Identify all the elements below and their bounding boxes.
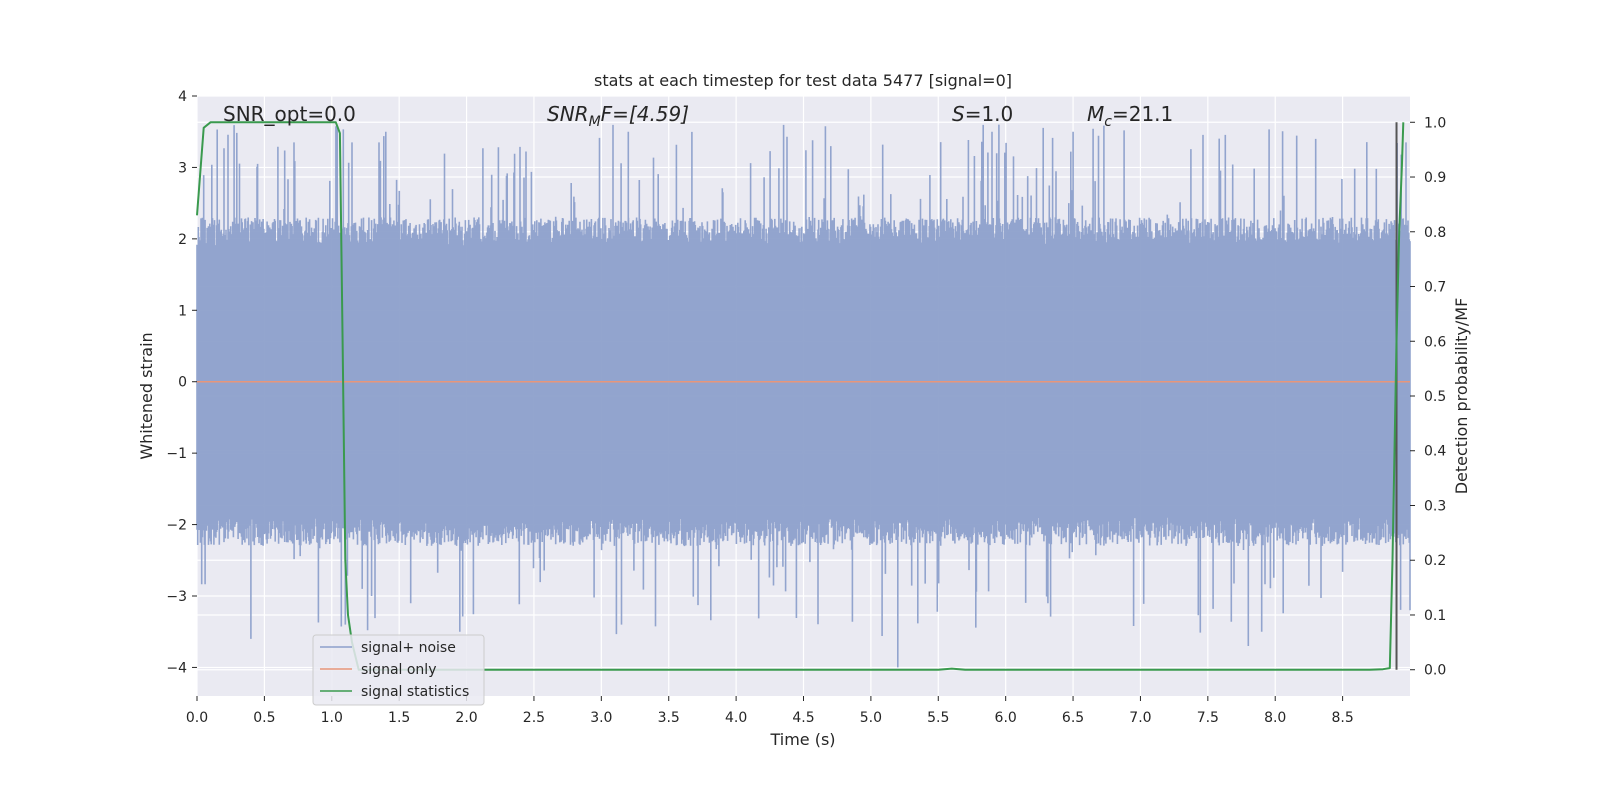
annotation-snr-mf-sub: M — [589, 114, 601, 130]
y2-tick-label: 0.4 — [1424, 444, 1446, 460]
annotation-s-label: S — [952, 102, 965, 126]
y2-tick-label: 0.2 — [1424, 553, 1446, 569]
annotation-snr-mf-rest: F=[4.59] — [601, 102, 689, 126]
y2-axis-ticks: 1.0 0.9 0.8 0.7 0.6 0.5 0.4 0.3 0.2 0.1 0.0 — [1410, 115, 1446, 679]
y2-tick-label: 0.9 — [1424, 170, 1446, 186]
annotation-mc-label: M — [1087, 102, 1104, 126]
y-tick-label: 1 — [178, 303, 187, 319]
y2-tick-label: 0.6 — [1424, 334, 1446, 350]
legend-box — [312, 634, 485, 706]
y-axis-ticks: 4 3 2 1 0 −1 −2 −3 −4 — [166, 89, 197, 676]
legend-label-signal-statistics: signal statistics — [361, 684, 469, 700]
annotation-snr-opt: SNR_opt=0.0 — [223, 102, 356, 126]
y-axis-label: Whitened strain — [137, 332, 156, 459]
x-tick-label: 4.0 — [725, 710, 747, 726]
x-tick-label: 1.0 — [321, 710, 343, 726]
legend-label-signal-only: signal only — [361, 662, 436, 678]
y2-axis-label: Detection probability/MF — [1452, 298, 1471, 495]
x-axis-ticks: 0.0 0.5 1.0 1.5 2.0 2.5 3.0 3.5 4.0 4.5 5.0 5.5 6.0 6… — [186, 696, 1354, 726]
y2-tick-label: 0.8 — [1424, 225, 1446, 241]
x-tick-label: 5.0 — [860, 710, 882, 726]
y-tick-label: −3 — [166, 589, 187, 605]
annotation-mc: Mc=21.1 — [1087, 102, 1173, 130]
x-axis-label: Time (s) — [769, 730, 835, 749]
x-tick-label: 1.5 — [388, 710, 410, 726]
x-tick-label: 6.0 — [995, 710, 1017, 726]
annotation-s: S=1.0 — [952, 102, 1013, 126]
annotation-mc-rest: =21.1 — [1112, 102, 1173, 126]
x-tick-label: 2.5 — [523, 710, 545, 726]
y2-tick-label: 0.7 — [1424, 280, 1446, 296]
annotation-s-rest: =1.0 — [965, 102, 1014, 126]
annotation-snr-mf: SNRMF=[4.59] — [547, 102, 689, 130]
x-tick-label: 5.5 — [927, 710, 949, 726]
y-tick-label: −4 — [166, 660, 187, 676]
y-tick-label: −1 — [166, 446, 187, 462]
y2-tick-label: 0.5 — [1424, 389, 1446, 405]
legend: signal+ noise signal only signal statist… — [312, 634, 485, 706]
y-tick-label: −2 — [166, 518, 187, 534]
x-tick-label: 0.0 — [186, 710, 208, 726]
annotation-mc-sub: c — [1104, 114, 1112, 130]
y2-tick-label: 1.0 — [1424, 115, 1446, 131]
y2-tick-label: 0.0 — [1424, 663, 1446, 679]
x-tick-label: 7.0 — [1129, 710, 1151, 726]
y-tick-label: 4 — [178, 89, 187, 105]
y2-tick-label: 0.1 — [1424, 608, 1446, 624]
x-tick-label: 7.5 — [1197, 710, 1219, 726]
x-tick-label: 8.5 — [1331, 710, 1353, 726]
x-tick-label: 8.0 — [1264, 710, 1286, 726]
y-tick-label: 3 — [178, 160, 187, 176]
annotation-snr-mf-label: SNR — [547, 102, 589, 126]
chart-title: stats at each timestep for test data 547… — [594, 71, 1012, 90]
y-tick-label: 2 — [178, 232, 187, 248]
x-tick-label: 2.0 — [455, 710, 477, 726]
x-tick-label: 3.5 — [658, 710, 680, 726]
x-tick-label: 6.5 — [1062, 710, 1084, 726]
x-tick-label: 3.0 — [590, 710, 612, 726]
legend-label-signal-noise: signal+ noise — [361, 640, 456, 656]
x-tick-label: 0.5 — [253, 710, 275, 726]
y2-tick-label: 0.3 — [1424, 498, 1446, 514]
x-tick-label: 4.5 — [792, 710, 814, 726]
y-tick-label: 0 — [178, 375, 187, 391]
